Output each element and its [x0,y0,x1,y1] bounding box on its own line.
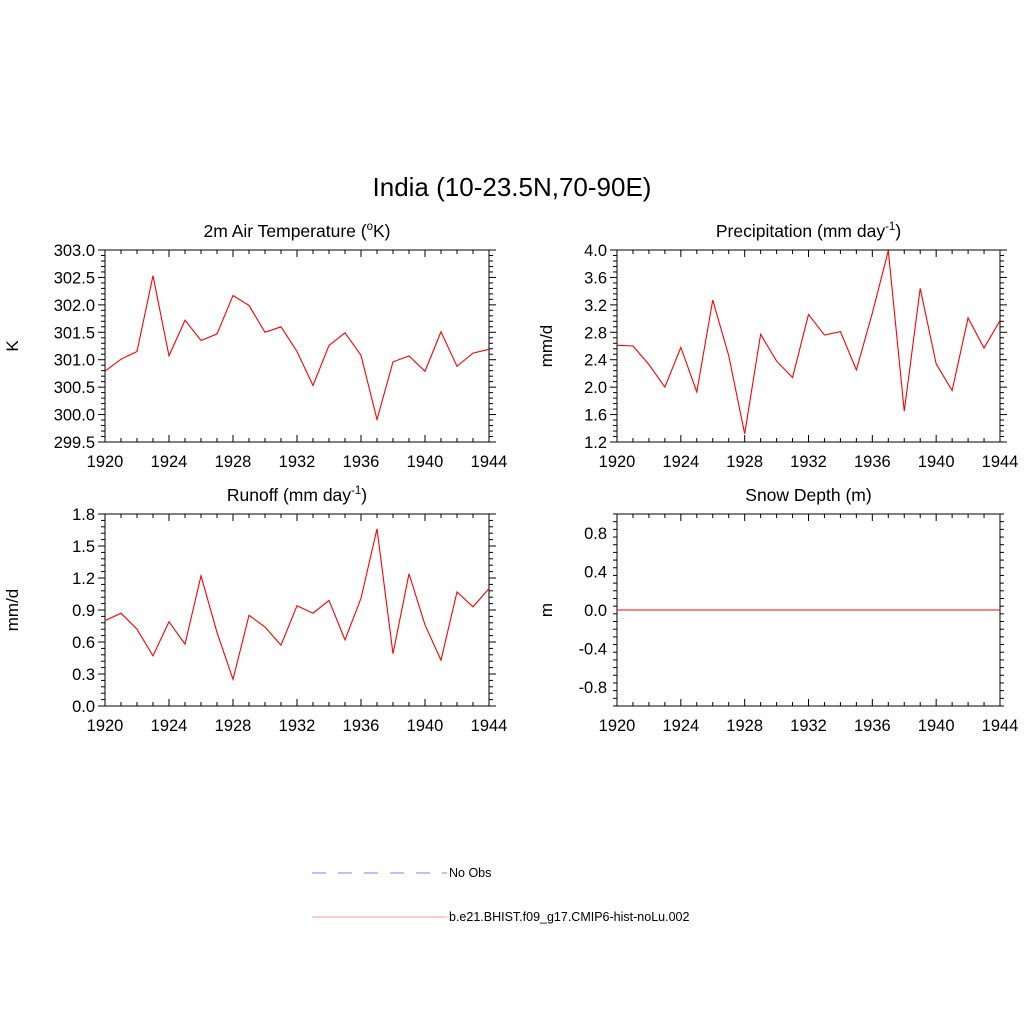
x-tick-label: 1944 [471,717,508,735]
x-tick-label: 1920 [599,717,636,735]
y-tick-label: 4.0 [584,242,607,260]
legend: No Obs b.e21.BHIST.f09_g17.CMIP6-hist-no… [312,866,689,924]
y-axis-label: mm/d [3,589,22,632]
panel-title: Runoff (mm day-1) [227,485,367,505]
x-tick-label: 1924 [151,717,188,735]
x-tick-label: 1924 [151,453,188,471]
x-tick-label: 1924 [662,453,699,471]
series-line-temperature [104,275,490,422]
x-tick-label: 1932 [790,453,827,471]
title-superscript: -1 [885,221,895,233]
y-tick-label: 0.8 [584,525,607,543]
y-tick-label: 1.2 [72,570,95,588]
y-tick-label: 1.8 [72,506,95,524]
chart-panels: 1920 1924 1928 1932 1936 1940 1944 299.5 300.0 30… [3,221,1018,735]
y-tick-label: 300.0 [54,407,95,425]
y-tick-label: 3.2 [584,297,607,315]
x-tick-label: 1928 [215,717,252,735]
panel-title: 2m Air Temperature (oK) [204,221,391,241]
x-tick-label: 1920 [87,453,124,471]
series-line-runoff [104,528,490,682]
x-tick-label: 1924 [662,717,699,735]
x-tick-label: 1936 [343,453,380,471]
x-tick-label: 1940 [407,453,444,471]
y-tick-label: -0.8 [579,679,607,697]
y-axis-label: m [537,603,556,617]
x-tick-label: 1944 [982,453,1019,471]
x-tick-label: 1940 [918,717,955,735]
y-tick-label: -0.4 [579,640,607,658]
y-axis-label: mm/d [537,325,556,368]
y-tick-label: 300.5 [54,379,95,397]
legend-obs-label: No Obs [449,866,491,880]
x-tick-label: 1936 [854,717,891,735]
y-tick-label: 301.5 [54,324,95,342]
y-tick-label: 3.6 [584,269,607,287]
y-tick-label: 302.5 [54,269,95,287]
x-tick-label: 1920 [87,717,124,735]
panel-runoff: 1920 1924 1928 1932 1936 1940 1944 0.0 0.3 0.6 0.9… [3,485,507,735]
y-tick-label: 299.5 [54,434,95,452]
y-axis-label: K [3,340,22,352]
x-tick-label: 1944 [471,453,508,471]
x-tick-label: 1932 [790,717,827,735]
panel-title: Snow Depth (m) [745,485,871,505]
x-tick-label: 1944 [982,717,1019,735]
y-tick-label: 1.2 [584,434,607,452]
y-tick-label: 2.0 [584,379,607,397]
title-superscript: -1 [351,485,361,497]
x-tick-label: 1940 [407,717,444,735]
x-tick-label: 1928 [726,717,763,735]
y-tick-label: 0.6 [72,634,95,652]
y-tick-label: 1.6 [584,407,607,425]
x-tick-label: 1920 [599,453,636,471]
y-tick-label: 0.0 [584,602,607,620]
y-tick-label: 302.0 [54,297,95,315]
x-tick-label: 1932 [279,717,316,735]
panel-title: Precipitation (mm day-1) [716,221,901,241]
y-tick-label: 2.4 [584,352,607,370]
panel-temperature: 1920 1924 1928 1932 1936 1940 1944 299.5 300.0 30… [3,221,507,471]
x-tick-label: 1928 [215,453,252,471]
x-tick-label: 1932 [279,453,316,471]
y-tick-label: 0.9 [72,602,95,620]
x-tick-label: 1940 [918,453,955,471]
legend-model-label: b.e21.BHIST.f09_g17.CMIP6-hist-noLu.002 [449,910,689,924]
x-tick-label: 1936 [854,453,891,471]
title-superscript: o [367,221,373,233]
y-tick-label: 0.3 [72,666,95,684]
y-tick-label: 0.0 [72,698,95,716]
y-tick-label: 1.5 [72,538,95,556]
y-tick-label: 2.8 [584,324,607,342]
panel-precipitation: 1920 1924 1928 1932 1936 1940 1944 1.2 1.6 2.0 2.4… [537,221,1018,471]
x-tick-label: 1928 [726,453,763,471]
figure-title: India (10-23.5N,70-90E) [373,172,652,202]
y-tick-label: 0.4 [584,564,607,582]
y-tick-label: 303.0 [54,242,95,260]
x-tick-label: 1936 [343,717,380,735]
series-line-precipitation [616,250,1001,434]
panel-snow-depth: 1920 1924 1928 1932 1936 1940 1944 -0.8 -0.4 0.0 0… [537,485,1018,735]
y-tick-label: 301.0 [54,352,95,370]
